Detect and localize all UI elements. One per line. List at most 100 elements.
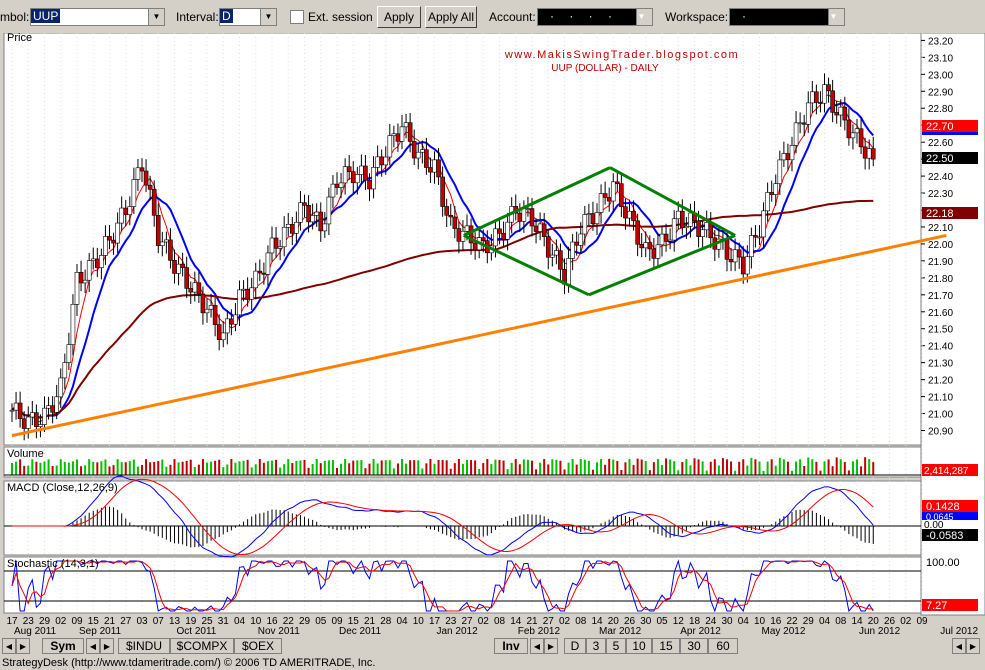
candle-body-159 <box>655 244 661 259</box>
ma-slow-badge <box>922 207 978 219</box>
tab-interval-d[interactable]: D <box>564 638 586 654</box>
candle-body-21 <box>95 258 100 268</box>
volume-bar-170 <box>701 461 704 475</box>
volume-bar-50 <box>214 460 217 475</box>
y-tick-label-11: 22.10 <box>928 223 953 234</box>
workspace-select[interactable]: · ▼ <box>729 8 845 26</box>
tab-interval-3[interactable]: 3 <box>586 638 606 654</box>
volume-bar-74 <box>311 463 314 475</box>
stochastic-top: 100.00 <box>926 557 960 569</box>
chevron-left-icon[interactable]: ◀ <box>530 638 544 654</box>
candle-body-84 <box>350 171 356 184</box>
candle-body-41 <box>176 263 181 274</box>
candle-body-161 <box>663 233 669 242</box>
volume-bar-24 <box>108 466 111 475</box>
ma-mid-badge <box>922 132 978 135</box>
tab-interval-15[interactable]: 15 <box>652 638 680 654</box>
x-day-label-46: 10 <box>754 616 766 627</box>
volume-bar-87 <box>364 468 367 475</box>
chevron-left-icon[interactable]: ◀ <box>86 638 100 654</box>
apply-all-button[interactable]: Apply All <box>425 6 477 28</box>
macd-panel[interactable] <box>3 480 922 556</box>
scroll-left-icon[interactable]: ◀ <box>2 638 16 654</box>
volume-bar-176 <box>726 459 728 475</box>
tab-inv[interactable]: Inv <box>494 638 528 654</box>
candle-body-95 <box>395 133 401 142</box>
candle-body-98 <box>407 122 413 142</box>
rising-support-line <box>11 233 947 438</box>
candle-body-205 <box>842 106 848 121</box>
tab-oex[interactable]: $OEX <box>234 638 282 654</box>
y-tick-label-12: 22.00 <box>928 240 953 251</box>
candle-body-202 <box>830 90 835 113</box>
macd-value: 0.1428 <box>926 501 960 513</box>
site-watermark: www.MakisSwingTrader.blogspot.com <box>504 49 739 61</box>
candle-body-23 <box>103 236 108 256</box>
candle-body-45 <box>192 282 198 293</box>
candle-body-42 <box>180 263 185 268</box>
chart-area[interactable]: 23.20 23.10 23.00 22.90 22.80 22.70 22.60 22.50… <box>0 33 985 636</box>
chevron-down-icon[interactable]: ▼ <box>636 9 652 25</box>
candle-body-103 <box>428 167 433 173</box>
volume-bar-210 <box>864 457 867 475</box>
volume-bar-135 <box>559 460 562 475</box>
candle-body-119 <box>493 228 498 247</box>
candle-body-208 <box>854 128 860 134</box>
y-tick-label-21: 21.10 <box>928 393 953 404</box>
symbol-input[interactable]: UUP ▼ <box>30 8 165 26</box>
chevron-right-icon[interactable]: ▶ <box>544 638 558 654</box>
candle-body-70 <box>294 221 299 234</box>
y-tick-label-6: 22.60 <box>928 138 953 149</box>
candle-body-127 <box>525 208 531 210</box>
x-day-label-54: 26 <box>884 616 896 627</box>
chevron-down-icon[interactable]: ▼ <box>828 9 844 25</box>
volume-bar-189 <box>778 457 781 475</box>
candle-body-126 <box>521 208 527 222</box>
volume-bar-131 <box>543 459 546 475</box>
scroll-right-icon[interactable]: ▶ <box>16 638 30 654</box>
scroll-right-icon[interactable]: ▶ <box>966 638 980 654</box>
candle-body-62 <box>261 272 267 275</box>
candle-body-58 <box>245 288 250 300</box>
candle-body-128 <box>529 208 535 227</box>
tab-interval-10[interactable]: 10 <box>626 638 652 654</box>
candle-body-0 <box>9 409 15 412</box>
tab-sym[interactable]: Sym <box>42 638 84 654</box>
tab-compx[interactable]: $COMPX <box>170 638 234 654</box>
account-select[interactable]: · · · · ▼ <box>537 8 653 26</box>
volume-bar-163 <box>673 461 676 475</box>
volume-bar-195 <box>803 466 806 475</box>
chevron-down-icon[interactable]: ▼ <box>148 9 164 25</box>
volume-bar-100 <box>417 460 420 475</box>
candle-body-66 <box>277 246 283 249</box>
volume-bar-180 <box>742 459 745 475</box>
x-day-label-24: 04 <box>396 616 408 627</box>
stochastic-panel-label: Stochastic (14,3,1) <box>7 558 99 570</box>
volume-bar-183 <box>754 459 757 475</box>
volume-bar-123 <box>510 462 513 475</box>
tab-interval-60[interactable]: 60 <box>708 638 738 654</box>
chevron-right-icon[interactable]: ▶ <box>100 638 114 654</box>
tab-interval-5[interactable]: 5 <box>606 638 626 654</box>
apply-button[interactable]: Apply <box>377 6 421 28</box>
volume-bar-168 <box>693 458 696 475</box>
tab-indu[interactable]: $INDU <box>118 638 170 654</box>
volume-bar-16 <box>76 459 78 475</box>
volume-bar-4 <box>27 465 30 475</box>
ext-session-checkbox[interactable] <box>290 10 304 24</box>
chevron-down-icon[interactable]: ▼ <box>260 9 276 25</box>
scroll-left-icon[interactable]: ◀ <box>952 638 966 654</box>
volume-bar-7 <box>39 462 42 475</box>
candle-body-2 <box>17 402 23 420</box>
tab-interval-30[interactable]: 30 <box>680 638 708 654</box>
x-month-label-11: Jul 2012 <box>940 626 978 636</box>
volume-bar-95 <box>396 463 399 475</box>
candle-body-68 <box>285 223 291 228</box>
volume-bar-62 <box>262 462 265 475</box>
volume-bar-165 <box>681 462 684 475</box>
interval-select[interactable]: D ▼ <box>219 8 277 26</box>
volume-bar-112 <box>466 459 468 475</box>
x-month-label-8: Apr 2012 <box>680 626 721 636</box>
candle-body-43 <box>184 267 189 289</box>
volume-bar-55 <box>234 462 237 475</box>
